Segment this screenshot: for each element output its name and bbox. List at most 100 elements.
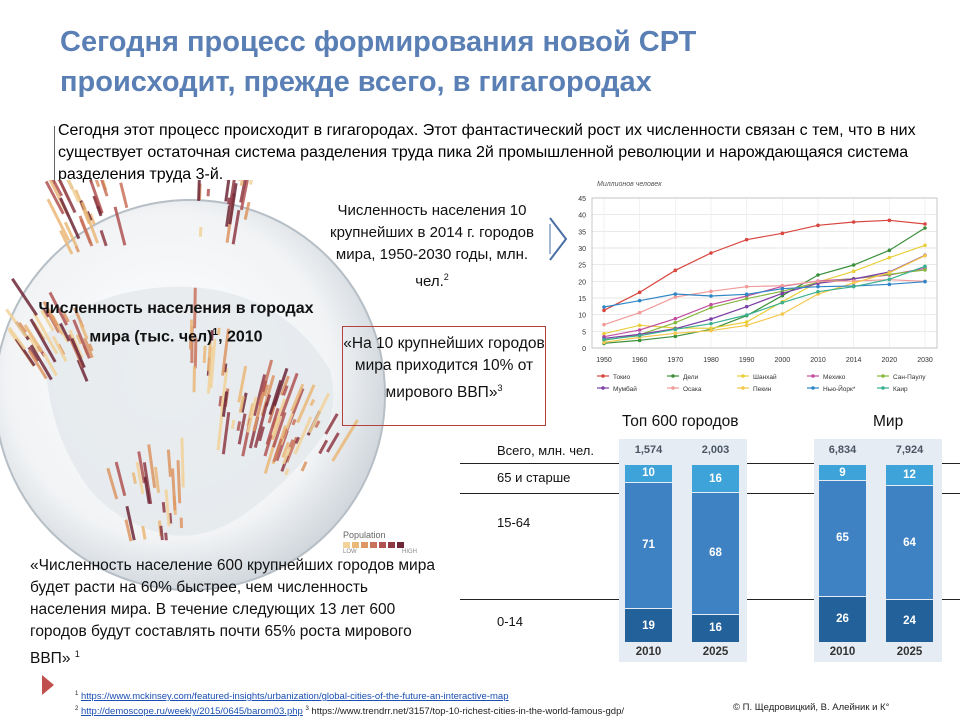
footnotes: 1 https://www.mckinsey.com/featured-insi… — [75, 688, 624, 718]
series-point — [923, 279, 927, 284]
series-point — [923, 222, 927, 226]
population-spike — [176, 460, 182, 504]
population-spike — [63, 221, 79, 248]
population-spike — [221, 411, 231, 455]
series-point — [780, 283, 785, 288]
population-spike — [42, 308, 50, 318]
footnote-2-link[interactable]: http://demoscope.ru/weekly/2015/0645/bar… — [80, 706, 303, 718]
population-spike — [206, 188, 211, 197]
series-point — [637, 310, 642, 315]
population-spike — [61, 332, 70, 343]
legend-color-cell — [379, 542, 386, 548]
population-spike — [51, 180, 64, 197]
population-spike — [42, 301, 59, 327]
population-spike — [29, 344, 53, 381]
bar-total-label: 6,834 — [828, 444, 857, 456]
population-spike — [231, 209, 241, 245]
legend-swatch-dot — [881, 374, 885, 378]
population-spike — [225, 205, 232, 227]
legend-label: Шанхай — [753, 373, 777, 381]
population-spike — [228, 180, 236, 207]
population-spike — [29, 318, 57, 363]
series-point — [744, 323, 749, 328]
population-spike — [76, 359, 89, 382]
series-point — [673, 292, 678, 296]
population-spike — [300, 461, 308, 472]
population-spike — [45, 310, 61, 334]
population-spike — [51, 335, 68, 362]
population-legend-title: Population — [343, 530, 386, 540]
y-tick-label: 40 — [578, 213, 586, 220]
legend-swatch-dot — [811, 386, 815, 390]
y-tick-label: 35 — [578, 229, 586, 236]
population-spike — [80, 201, 100, 244]
row-label-0-14: 0-14 — [497, 614, 524, 629]
population-spike — [193, 287, 197, 329]
population-spike — [318, 439, 329, 455]
series-point — [673, 320, 678, 325]
legend-label: Сан-Паулу — [893, 374, 926, 381]
bar-segment: 64 — [886, 486, 933, 600]
footnote-3-text: https://www.trendrr.net/3157/top-10-rich… — [311, 706, 624, 718]
footnote-1-link[interactable]: https://www.mckinsey.com/featured-insigh… — [80, 691, 509, 703]
population-spike — [284, 468, 290, 476]
bar-segment: 19 — [625, 609, 672, 642]
population-spike — [226, 197, 231, 205]
globe-label-sup: 1 — [212, 327, 219, 338]
series-line — [603, 281, 926, 308]
population-legend-scale — [343, 542, 417, 548]
series-point — [923, 243, 927, 248]
population-spike — [258, 426, 265, 442]
series-point — [780, 286, 785, 291]
population-spike — [228, 183, 238, 225]
population-spike — [79, 322, 89, 340]
series-point — [923, 268, 927, 272]
series-point — [637, 328, 642, 332]
legend-label: Нью-Йорк* — [823, 384, 856, 393]
bar-segment: 10 — [625, 465, 672, 482]
population-spike — [88, 213, 96, 225]
row-label-total: Всего, млн. чел. — [497, 443, 595, 458]
legend-label: Дели — [683, 374, 699, 381]
population-spike — [141, 525, 147, 540]
globe-illustration — [0, 180, 386, 591]
series-point — [744, 237, 749, 242]
population-spike — [253, 401, 269, 449]
x-tick-label: 2030 — [917, 357, 933, 364]
series-point — [602, 308, 606, 313]
legend-swatch-dot — [811, 374, 815, 378]
quote-gdp-top10-text: «На 10 крупнейших городов мира приходитс… — [343, 335, 545, 402]
population-spike — [180, 437, 185, 481]
quote-gdp-top10-sup: 3 — [497, 383, 503, 393]
quote-600-cities-text: «Численность население 600 крупнейших го… — [30, 557, 435, 668]
series-point — [887, 248, 892, 253]
series-line — [603, 265, 926, 341]
legend-swatch-dot — [601, 386, 605, 390]
population-spike — [243, 201, 251, 221]
population-spike — [206, 341, 212, 372]
population-spike — [280, 375, 290, 396]
series-point — [673, 331, 678, 336]
population-spike — [164, 532, 168, 541]
legend-swatch-dot — [671, 386, 675, 390]
x-tick-label: 2020 — [882, 357, 898, 364]
population-spike — [281, 441, 290, 459]
footnote-3-number: 3 — [305, 706, 309, 713]
population-spike — [137, 451, 146, 484]
series-point — [780, 312, 785, 316]
population-spike — [272, 411, 287, 448]
population-spike — [270, 398, 287, 438]
series-point — [744, 292, 749, 297]
population-spike — [285, 436, 298, 463]
population-spike — [124, 519, 133, 542]
series-point — [851, 281, 856, 285]
population-spike — [308, 392, 331, 434]
quote-gdp-top10: «На 10 крупнейших городов мира приходитс… — [342, 326, 546, 426]
series-line — [603, 255, 926, 343]
legend-color-cell — [343, 542, 350, 548]
bar-year-label: 2025 — [702, 646, 729, 658]
series-point — [673, 316, 678, 321]
population-spike — [96, 205, 103, 217]
population-spike — [272, 438, 283, 463]
series-line — [603, 227, 926, 344]
